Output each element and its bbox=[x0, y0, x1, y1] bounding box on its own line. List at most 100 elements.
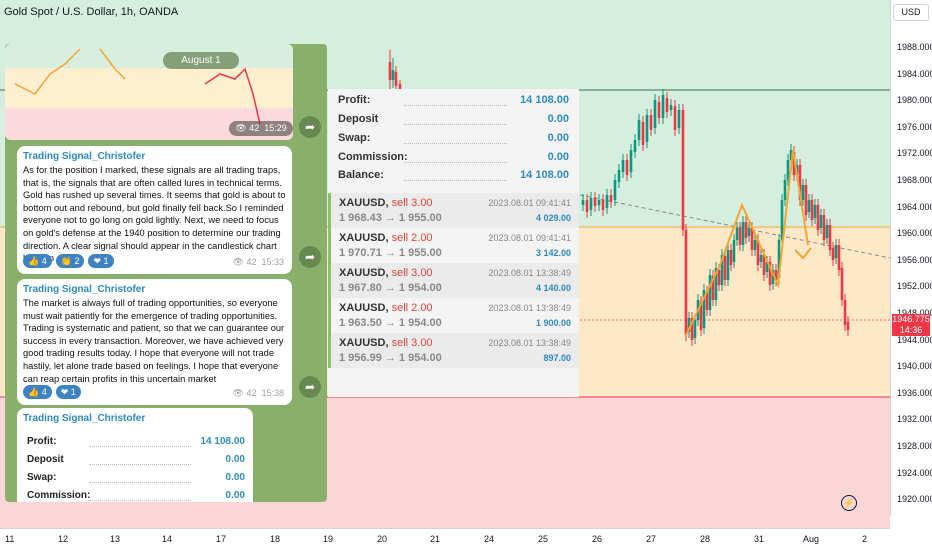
price-tick-label: 1988.000 bbox=[897, 42, 932, 52]
candle bbox=[726, 250, 730, 280]
candle bbox=[398, 84, 402, 90]
trade-row[interactable]: XAUUSD, sell 3.00 2023.08.01 13:38:49 1 … bbox=[328, 333, 579, 368]
reaction-thumbs-up[interactable]: 👍 4 bbox=[23, 385, 52, 399]
price-tick-label: 1924.000 bbox=[897, 467, 932, 478]
time-tick-label: 13 bbox=[110, 534, 121, 544]
chart-screenshot-image[interactable]: August 1 👁 42 15:29 bbox=[5, 44, 293, 140]
share-icon[interactable]: ➦ bbox=[299, 376, 321, 398]
candle bbox=[729, 250, 733, 265]
candle bbox=[774, 270, 778, 280]
price-tick-label: 1940.000 bbox=[897, 361, 932, 372]
candle bbox=[609, 195, 613, 202]
reaction-clap[interactable]: 👏 2 bbox=[55, 254, 85, 268]
reaction-heart[interactable]: ❤ 1 bbox=[88, 254, 114, 268]
date-badge: August 1 bbox=[163, 52, 239, 69]
candle bbox=[711, 276, 715, 300]
candle bbox=[750, 228, 754, 250]
time-tick-label: 17 bbox=[216, 534, 227, 544]
time-axis[interactable]: 11 12 13 14 17 18 19 20 21 24 25 26 27 28 31 Aug 2 bbox=[0, 528, 890, 551]
trade-row[interactable]: XAUUSD, sell 3.00 2023.08.01 13:38:49 1 … bbox=[328, 263, 579, 298]
time-tick-label: 26 bbox=[592, 534, 603, 544]
candle bbox=[605, 195, 609, 208]
candle bbox=[601, 200, 605, 210]
trade-row[interactable]: XAUUSD, sell 2.00 2023.08.01 09:41:41 1 … bbox=[328, 228, 579, 263]
price-tick-label: 1972.000 bbox=[897, 148, 932, 159]
stat-row-deposit: Deposit 0.00 bbox=[27, 454, 245, 465]
candle bbox=[804, 185, 808, 215]
share-icon[interactable]: ➦ bbox=[299, 246, 321, 268]
candle bbox=[645, 115, 649, 142]
candle bbox=[673, 106, 677, 130]
price-tick-label: 1968.000 bbox=[897, 175, 932, 185]
time-tick-label: 24 bbox=[484, 534, 495, 544]
bar-countdown: 14:36 bbox=[899, 325, 923, 335]
candle bbox=[585, 200, 589, 212]
candle bbox=[765, 262, 769, 272]
candle bbox=[687, 318, 691, 332]
message-bubble: Trading Signal_Christofer The market is … bbox=[17, 279, 292, 405]
message-text: As for the position I marked, these sign… bbox=[23, 165, 286, 263]
trend-line bbox=[579, 194, 891, 259]
price-tick-label: 1980.000 bbox=[897, 95, 932, 106]
candle bbox=[828, 225, 832, 250]
flash-icon[interactable]: ⚡ bbox=[841, 495, 857, 511]
candle bbox=[741, 222, 745, 245]
price-tick-label: 1956.000 bbox=[897, 254, 932, 265]
trade-row[interactable]: XAUUSD, sell 3.00 2023.08.01 09:41:41 1 … bbox=[328, 193, 579, 228]
candle bbox=[744, 222, 748, 238]
time-tick-label: 20 bbox=[377, 534, 388, 544]
currency-button[interactable]: USD bbox=[893, 4, 929, 21]
price-tick-label: 1932.000 bbox=[897, 414, 932, 425]
price-tick-label: 1984.000 bbox=[897, 68, 932, 79]
candle bbox=[708, 275, 712, 310]
price-tick-label: 1960.000 bbox=[897, 228, 932, 239]
price-tick-label: 1944.000 bbox=[897, 334, 932, 345]
candle bbox=[581, 200, 585, 205]
candle bbox=[677, 110, 681, 128]
trade-row[interactable]: XAUUSD, sell 2.00 2023.08.01 13:38:49 1 … bbox=[328, 298, 579, 333]
candle bbox=[684, 230, 688, 335]
time-tick-label: 25 bbox=[538, 534, 549, 544]
candle bbox=[771, 270, 775, 284]
time-tick-label: 31 bbox=[754, 534, 765, 544]
price-axis[interactable]: 1988.000 1984.000 1980.000 1976.000 1972.000… bbox=[890, 0, 932, 516]
price-tick-label: 1976.000 bbox=[897, 121, 932, 132]
candle bbox=[657, 102, 661, 118]
summary-balance: Balance: 14 108.00 bbox=[338, 169, 569, 181]
pattern-arrow bbox=[794, 247, 812, 260]
candle bbox=[747, 228, 751, 236]
reactions: 👍 4 👏 2 ❤ 1 bbox=[23, 254, 114, 268]
reaction-thumbs-up[interactable]: 👍 4 bbox=[23, 254, 52, 268]
candle bbox=[762, 255, 766, 275]
message-meta: 👁 42 15:38 bbox=[232, 388, 285, 398]
time-tick-label: 19 bbox=[323, 534, 334, 544]
share-icon[interactable]: ➦ bbox=[299, 116, 321, 138]
reaction-heart[interactable]: ❤ 1 bbox=[55, 385, 81, 399]
candle bbox=[723, 256, 727, 280]
price-tick-label: 1952.000 bbox=[897, 281, 932, 292]
message-author[interactable]: Trading Signal_Christofer bbox=[23, 413, 146, 424]
message-meta: 👁 42 15:33 bbox=[232, 257, 285, 267]
summary-deposit: Deposit 0.00 bbox=[338, 113, 569, 125]
candle bbox=[843, 300, 847, 325]
stat-row-commission: Commission: 0.00 bbox=[27, 490, 245, 501]
price-tick-label: 1928.000 bbox=[897, 441, 932, 451]
candle bbox=[783, 180, 787, 200]
candle bbox=[801, 185, 805, 200]
candle bbox=[735, 228, 739, 240]
message-author[interactable]: Trading Signal_Christofer bbox=[23, 151, 146, 162]
message-author[interactable]: Trading Signal_Christofer bbox=[23, 284, 146, 295]
stat-row-swap: Swap: 0.00 bbox=[27, 472, 245, 483]
time-tick-label: 21 bbox=[430, 534, 441, 544]
candle bbox=[834, 245, 838, 258]
candle bbox=[394, 72, 398, 86]
candle bbox=[693, 320, 697, 338]
candle bbox=[732, 240, 736, 262]
message-bubble: Trading Signal_Christofer As for the pos… bbox=[17, 146, 292, 274]
current-price-tag: 1946.775 14:36 bbox=[892, 314, 930, 336]
candle bbox=[702, 290, 706, 328]
candle bbox=[738, 228, 742, 245]
candle bbox=[391, 70, 395, 80]
candle bbox=[621, 160, 625, 172]
time-tick-label: 12 bbox=[58, 534, 69, 544]
